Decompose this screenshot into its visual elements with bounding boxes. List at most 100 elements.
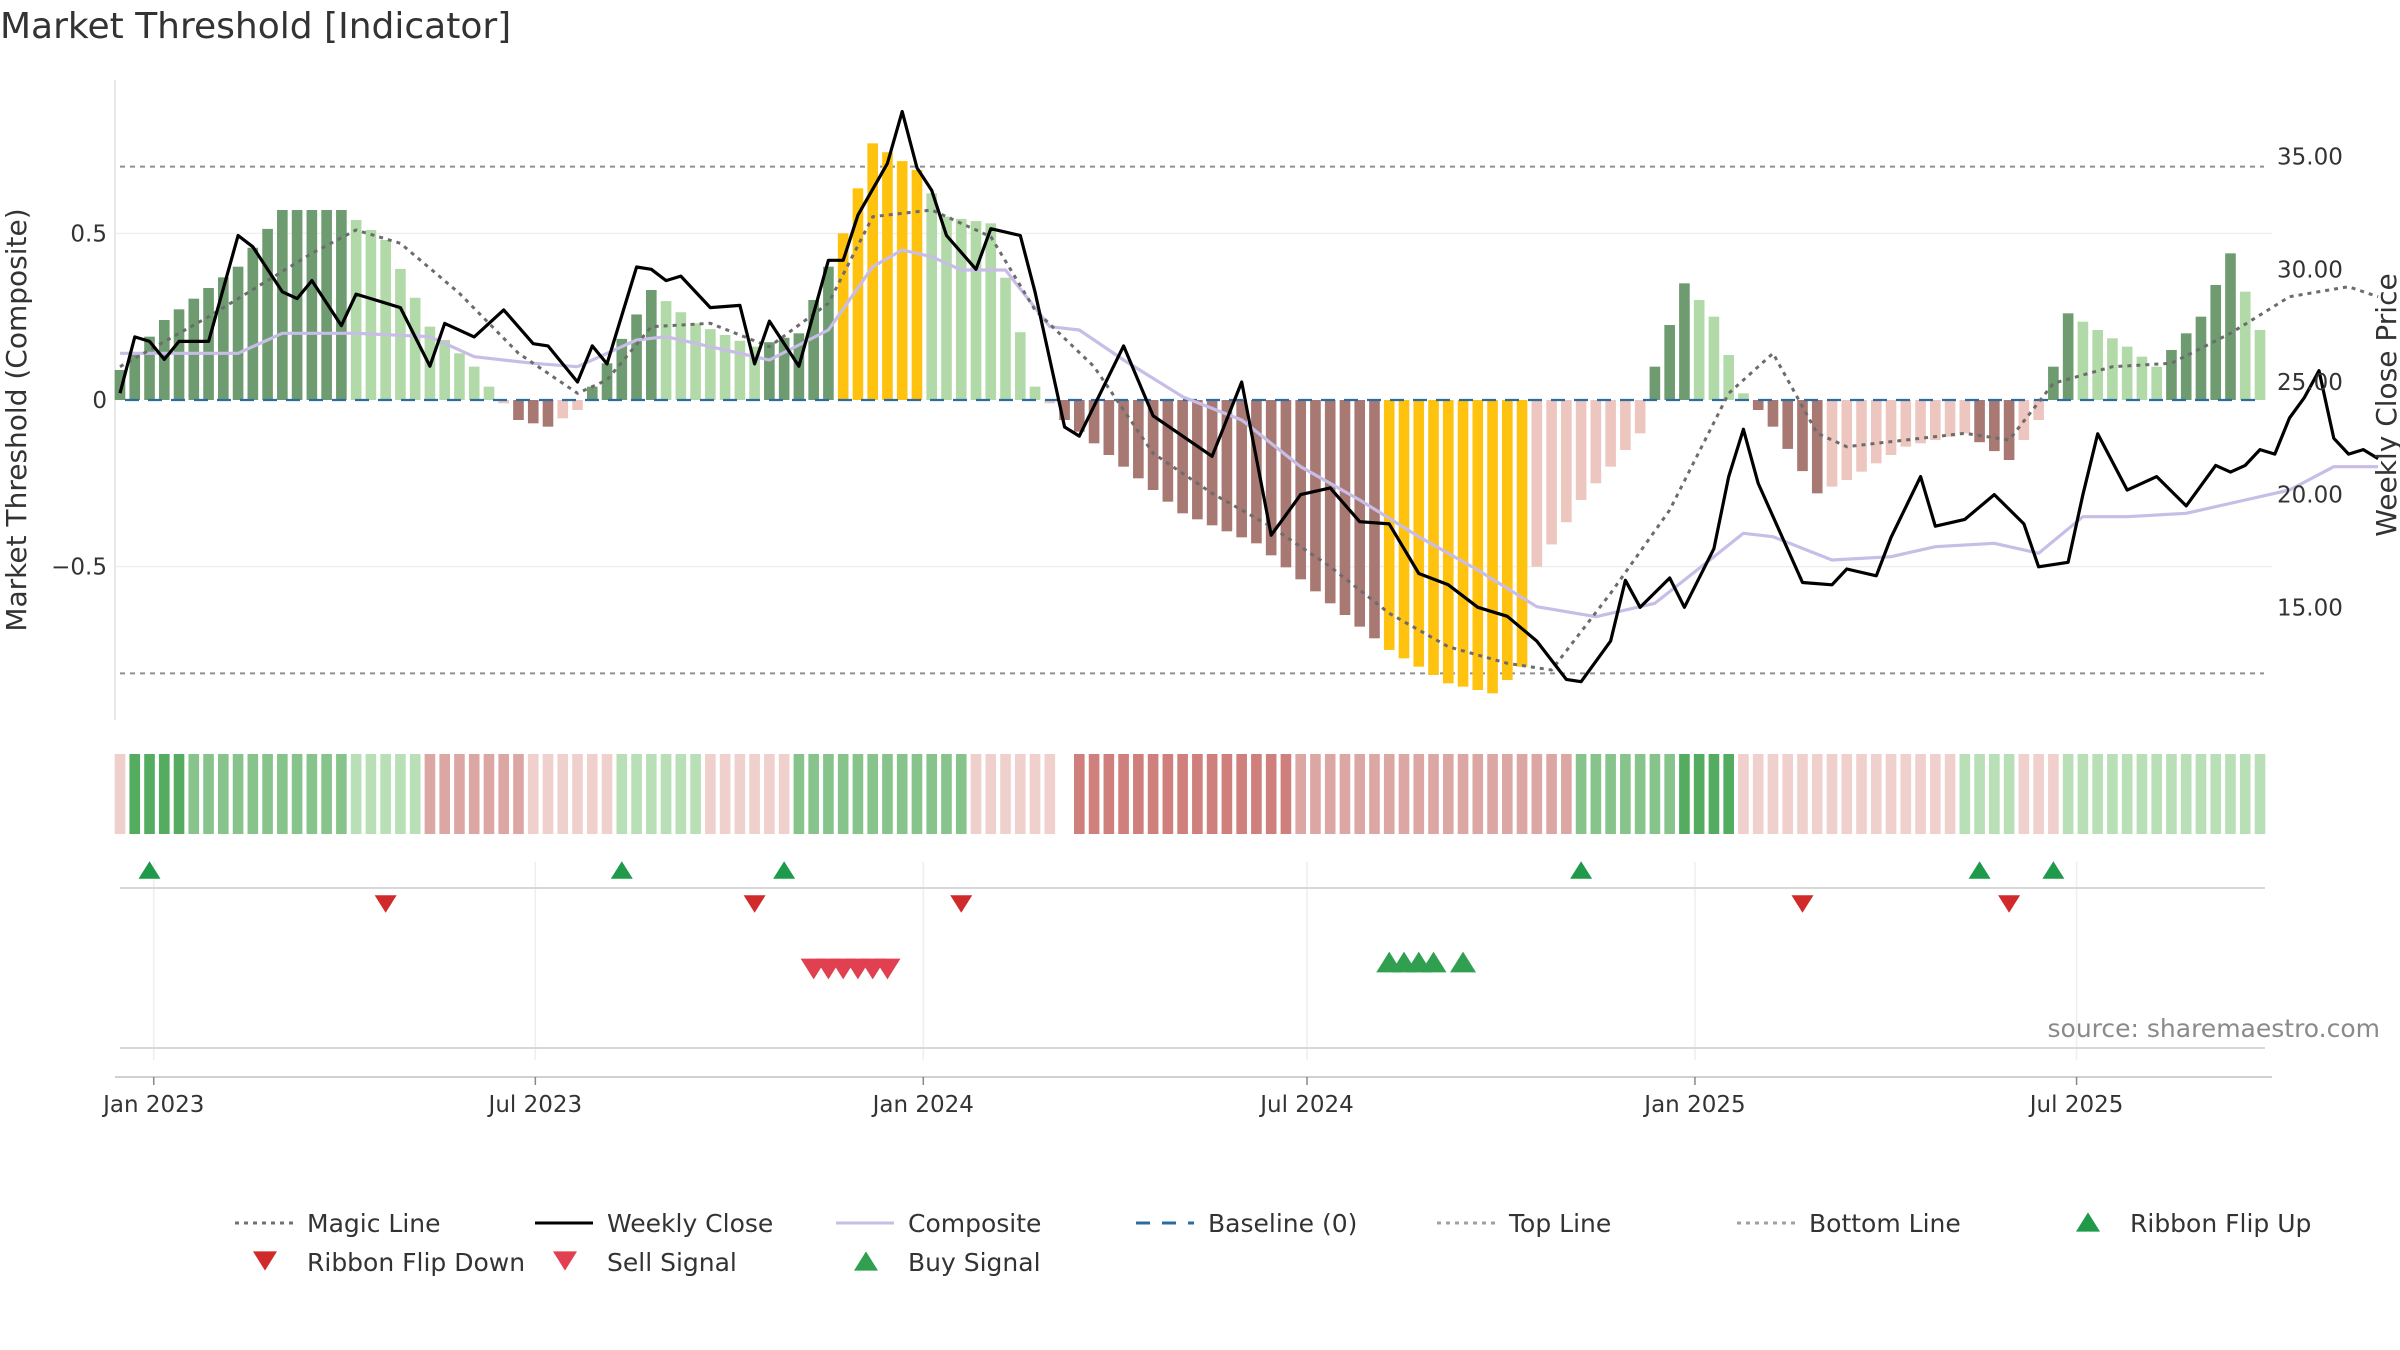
ribbon-cell (2180, 754, 2192, 834)
histogram-bar (970, 221, 982, 400)
histogram-bar (468, 366, 480, 400)
histogram-bar (1324, 400, 1336, 604)
histogram-bar (572, 400, 583, 410)
histogram-bar (2048, 366, 2059, 400)
ribbon-cell (527, 754, 539, 834)
right-tick-label: 30.00 (2277, 257, 2343, 283)
histogram-bar (1177, 400, 1188, 514)
histogram-bar (1162, 400, 1174, 502)
ribbon-cell (217, 754, 229, 834)
ribbon-cell (1974, 754, 1985, 834)
ribbon-cell (837, 754, 849, 834)
histogram-bar (1428, 400, 1439, 675)
histogram-bar (1841, 400, 1853, 480)
histogram-bar (911, 170, 923, 400)
left-axis-title: Market Threshold (Composite) (0, 208, 33, 631)
ribbon-cell (1487, 754, 1498, 834)
ribbon-cell (719, 754, 731, 834)
histogram-bar (557, 400, 569, 419)
x-tick-label: Jan 2024 (871, 1092, 974, 1118)
ribbon-cell (631, 754, 642, 834)
right-axis-title: Weekly Close Price (2370, 273, 2400, 536)
ribbon-cell (1383, 754, 1395, 834)
histogram-bar (1797, 400, 1808, 472)
ribbon-cell (2048, 754, 2059, 834)
ribbon-cell (985, 754, 997, 834)
ribbon-flip-up-marker (2042, 861, 2065, 879)
weekly-close-line (118, 109, 2379, 684)
legend: Magic Line Weekly Close Composite Baseline … (235, 1209, 2311, 1277)
ribbon-cell (734, 754, 746, 834)
histogram-bar (2062, 313, 2074, 400)
histogram-bar (2166, 350, 2177, 400)
histogram-bar (203, 288, 214, 400)
ribbon-cell (1797, 754, 1808, 834)
histogram-bar (1310, 400, 1321, 592)
ribbon-cell (572, 754, 583, 834)
ribbon-cell (1929, 754, 1941, 834)
histogram-bar (1251, 400, 1262, 544)
x-tick-label: Jan 2023 (101, 1092, 204, 1118)
x-tick-label: Jul 2023 (487, 1092, 583, 1118)
right-tick-label: 25.00 (2277, 370, 2343, 396)
ribbon-cell (203, 754, 214, 834)
histogram-bar (1073, 400, 1085, 432)
ribbon-cell (749, 754, 760, 834)
ribbon-flip-up-marker (610, 861, 633, 879)
composite-line (120, 248, 2379, 619)
ribbon-cell (188, 754, 200, 834)
histogram-bar (1590, 400, 1602, 484)
histogram-bar (2239, 291, 2251, 400)
histogram-bar (2033, 400, 2044, 420)
ribbon-flip-up-marker (138, 861, 161, 879)
ribbon-cell (793, 754, 805, 834)
ribbon-cell (350, 754, 362, 834)
ribbon-cell (247, 754, 259, 834)
histogram-bar (778, 337, 790, 400)
histogram-bar (527, 400, 539, 424)
ribbon-cell (705, 754, 716, 834)
ribbon-flip-up-marker (1968, 861, 1991, 879)
histogram-bar (129, 353, 141, 400)
histogram-bar (1487, 400, 1498, 694)
ribbon-cell (1590, 754, 1602, 834)
ribbon-cell (1546, 754, 1557, 834)
histogram-bar (2121, 346, 2133, 400)
ribbon-cell (380, 754, 391, 834)
ribbon-cell (1752, 754, 1764, 834)
histogram-bar (1516, 400, 1528, 667)
histogram-bar (1959, 400, 1971, 434)
histogram-bar (645, 290, 657, 400)
ribbon-cell (2092, 754, 2103, 834)
buy-signal-marker (1420, 951, 1447, 973)
ribbon-cell (1989, 754, 2000, 834)
ribbon-cell (513, 754, 524, 834)
histogram-bar (1265, 400, 1277, 556)
histogram-bar (365, 230, 377, 400)
histogram-bar (1014, 332, 1026, 400)
ribbon-cell (1000, 754, 1011, 834)
histogram-bar (823, 266, 834, 400)
histogram-bar (705, 329, 716, 400)
histogram-bar (439, 340, 451, 400)
left-tick-label: −0.5 (51, 555, 107, 581)
ribbon-cell (1811, 754, 1823, 834)
histogram-bar (2151, 366, 2163, 400)
histogram-bar (1369, 400, 1380, 639)
legend-item: Buy Signal (854, 1248, 1041, 1277)
ribbon-cell (778, 754, 790, 834)
histogram-bar (808, 300, 819, 400)
ribbon-flip-down-marker (1791, 895, 1814, 913)
histogram-bar (1693, 300, 1705, 400)
right-tick-label: 35.00 (2277, 145, 2343, 171)
ribbon-cell (1147, 754, 1159, 834)
histogram-bar (1192, 400, 1203, 520)
histogram-bar (336, 210, 347, 400)
legend-label: Composite (908, 1209, 1041, 1238)
histogram-bar (291, 210, 303, 400)
histogram-bar (380, 240, 391, 400)
ribbon-cell (1575, 754, 1587, 834)
legend-item: Composite (836, 1209, 1041, 1238)
legend-item: Ribbon Flip Down (253, 1248, 525, 1277)
ribbon-cell (468, 754, 480, 834)
